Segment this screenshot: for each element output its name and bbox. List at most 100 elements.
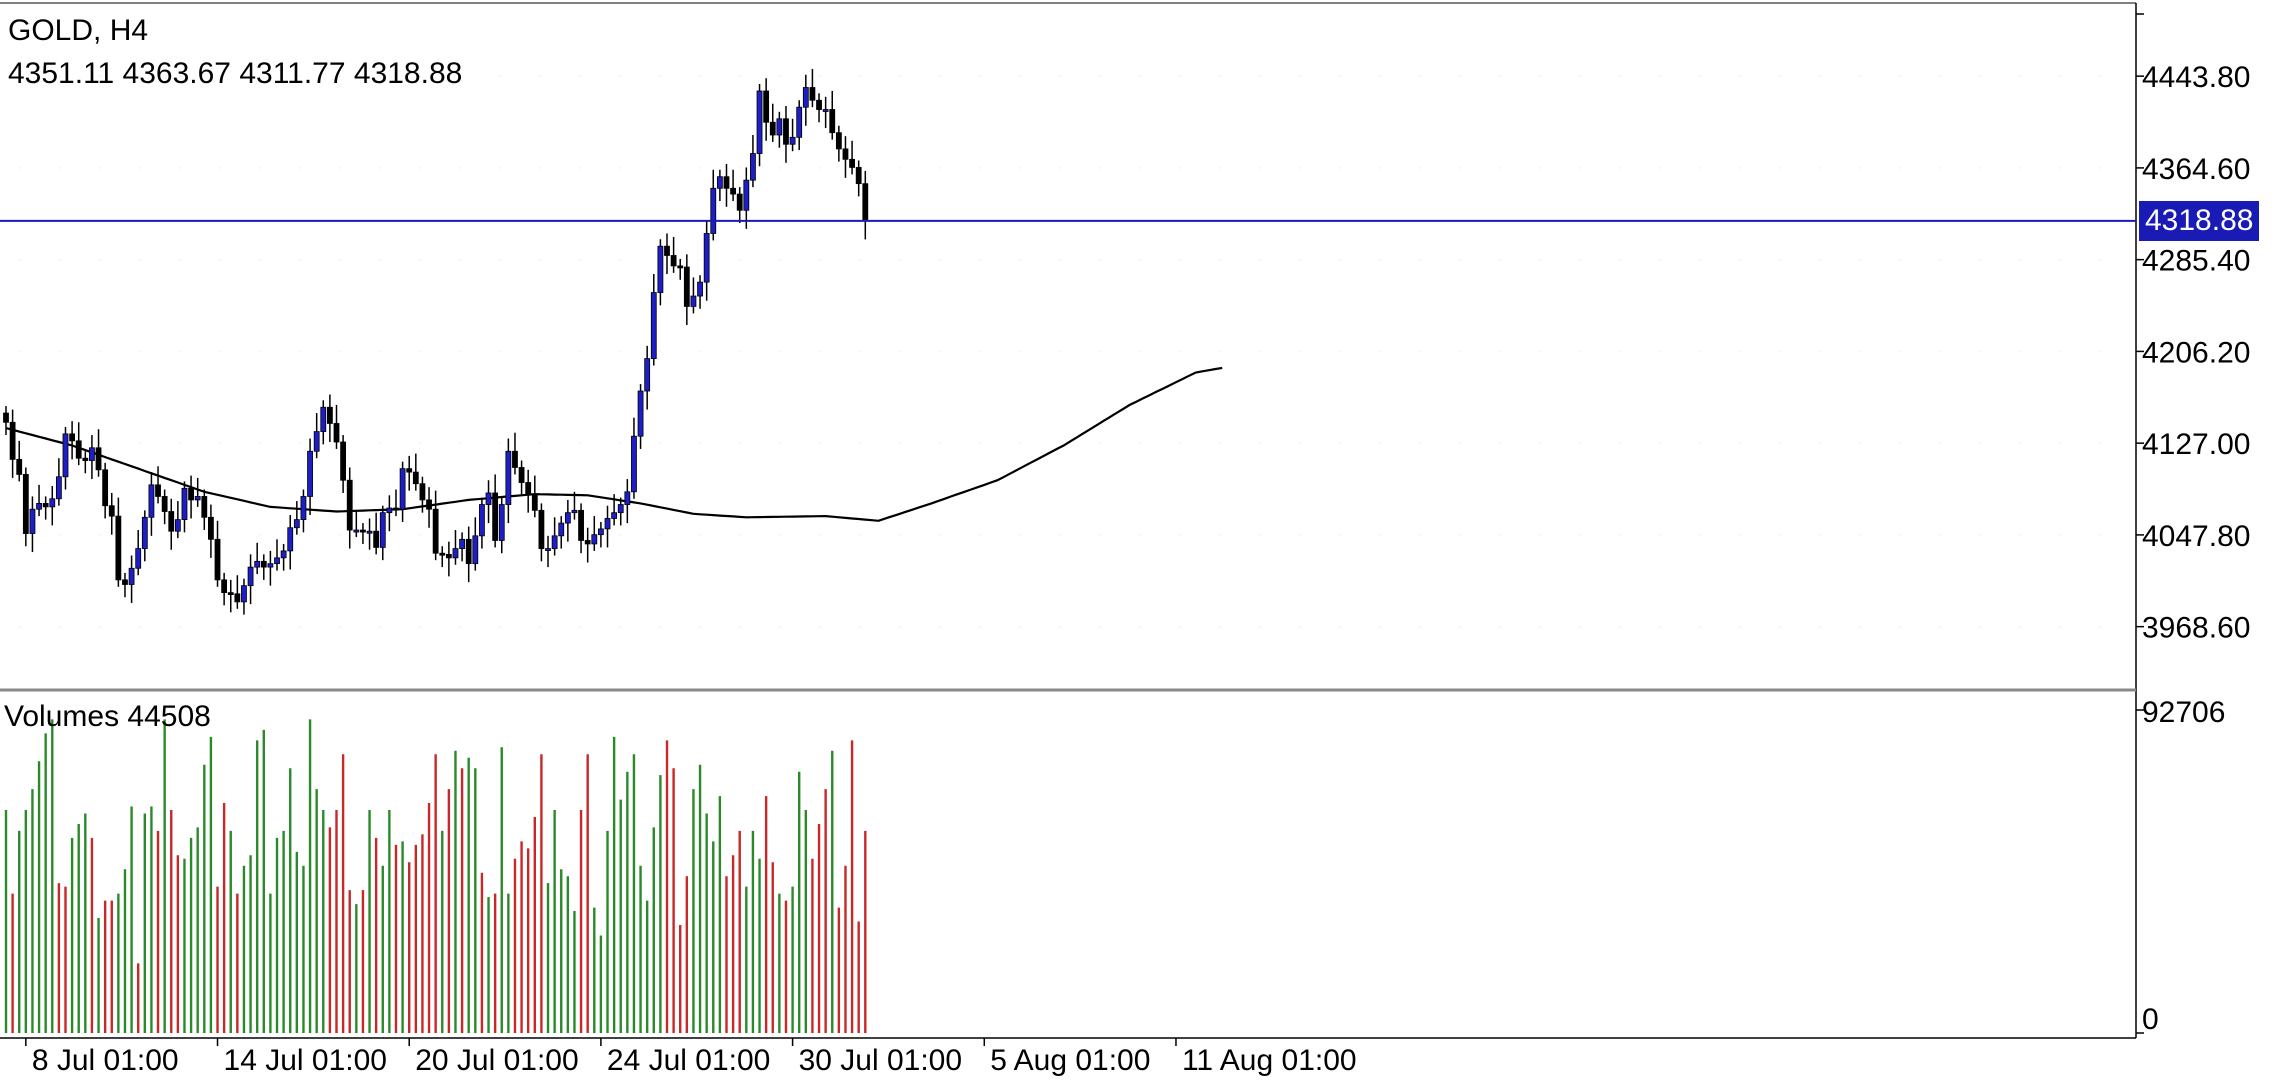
candle-body (234, 593, 241, 603)
grid-dot (299, 75, 301, 77)
grid-dot (859, 350, 861, 353)
candle-body (769, 121, 776, 136)
candle (313, 413, 320, 459)
candle-body (208, 516, 214, 540)
candle-body (260, 560, 267, 568)
volume-axis-max: 92706 (2142, 696, 2226, 729)
grid-dot (1419, 534, 1421, 536)
grid-dot (539, 75, 541, 77)
candle-body (783, 118, 789, 145)
grid-dot (2019, 442, 2021, 444)
grid-dot (19, 167, 21, 169)
candle-body (16, 458, 23, 475)
grid-dot (259, 625, 261, 628)
candle-body (320, 406, 327, 432)
grid-dot (1699, 350, 1701, 353)
grid-dot (1259, 75, 1261, 77)
candle (624, 479, 631, 524)
candle (188, 475, 194, 519)
ohlc-readout: 4351.11 4363.67 4311.77 4318.88 (8, 57, 463, 90)
candle-body (465, 538, 472, 565)
candle (637, 384, 644, 449)
candle-body (551, 535, 558, 549)
grid-dot (819, 625, 821, 628)
grid-dot (459, 534, 461, 536)
candle-body (426, 499, 432, 510)
grid-dot (1339, 350, 1341, 353)
candle-body (492, 492, 499, 541)
grid-dot (179, 258, 181, 261)
grid-dot (539, 167, 541, 169)
candle (538, 503, 545, 562)
grid-dot (1379, 350, 1381, 353)
candle (498, 497, 505, 554)
grid-dot (1299, 350, 1301, 353)
grid-dot (659, 167, 661, 169)
grid-dot (499, 75, 501, 77)
grid-dot (139, 350, 141, 353)
grid-dot (299, 167, 301, 169)
grid-dot (139, 258, 141, 261)
grid-dot (2099, 75, 2101, 77)
grid-dot (699, 442, 701, 444)
candle (611, 494, 618, 526)
grid-dot (1459, 534, 1461, 536)
candle (393, 489, 399, 517)
grid-dot (259, 350, 261, 353)
grid-dot (1419, 350, 1421, 353)
grid-dot (1539, 350, 1541, 353)
grid-dot (99, 258, 101, 261)
grid-dot (779, 534, 781, 536)
grid-dot (819, 534, 821, 536)
grid-dot (1019, 625, 1021, 628)
candle (29, 496, 36, 553)
grid-dot (779, 75, 781, 77)
candle-body (479, 504, 485, 537)
grid-dot (1059, 167, 1061, 169)
candle (710, 169, 717, 241)
grid-dot (379, 75, 381, 77)
grid-dot (899, 534, 901, 536)
grid-dot (1779, 350, 1781, 353)
candle-body (346, 479, 353, 531)
candle (591, 516, 598, 551)
candle-body (432, 508, 439, 554)
grid-dot (819, 350, 821, 353)
grid-dot (1219, 350, 1221, 353)
candle-body (188, 487, 194, 501)
candle (174, 501, 181, 539)
grid-dot (2059, 442, 2061, 444)
candle-body (598, 528, 604, 536)
candle-body (393, 507, 399, 511)
grid-dot (1939, 350, 1941, 353)
candle-body (102, 469, 109, 507)
candle (664, 233, 670, 275)
grid-dot (619, 75, 621, 77)
grid-dot (1979, 350, 1981, 353)
grid-dot (19, 258, 21, 261)
grid-dot (459, 442, 461, 444)
candle (75, 422, 82, 466)
candle (102, 462, 109, 519)
candle (135, 530, 142, 576)
time-tick-label: 8 Jul 01:00 (32, 1044, 179, 1077)
grid-dot (1379, 75, 1381, 77)
candle-body (148, 484, 155, 518)
candle-body (128, 567, 135, 585)
grid-dot (1179, 350, 1181, 353)
grid-dot (1219, 258, 1221, 261)
candle-body (756, 90, 763, 154)
grid-dot (379, 258, 381, 261)
candle-body (664, 245, 670, 256)
candle-body (835, 132, 842, 150)
candle (333, 404, 340, 449)
candle (716, 169, 723, 202)
grid-dot (1139, 442, 1141, 444)
grid-dot (1819, 350, 1821, 353)
grid-dot (1379, 258, 1381, 261)
grid-dot (1739, 534, 1741, 536)
grid-dot (819, 167, 821, 169)
candle (201, 489, 208, 531)
grid-dot (1059, 350, 1061, 353)
